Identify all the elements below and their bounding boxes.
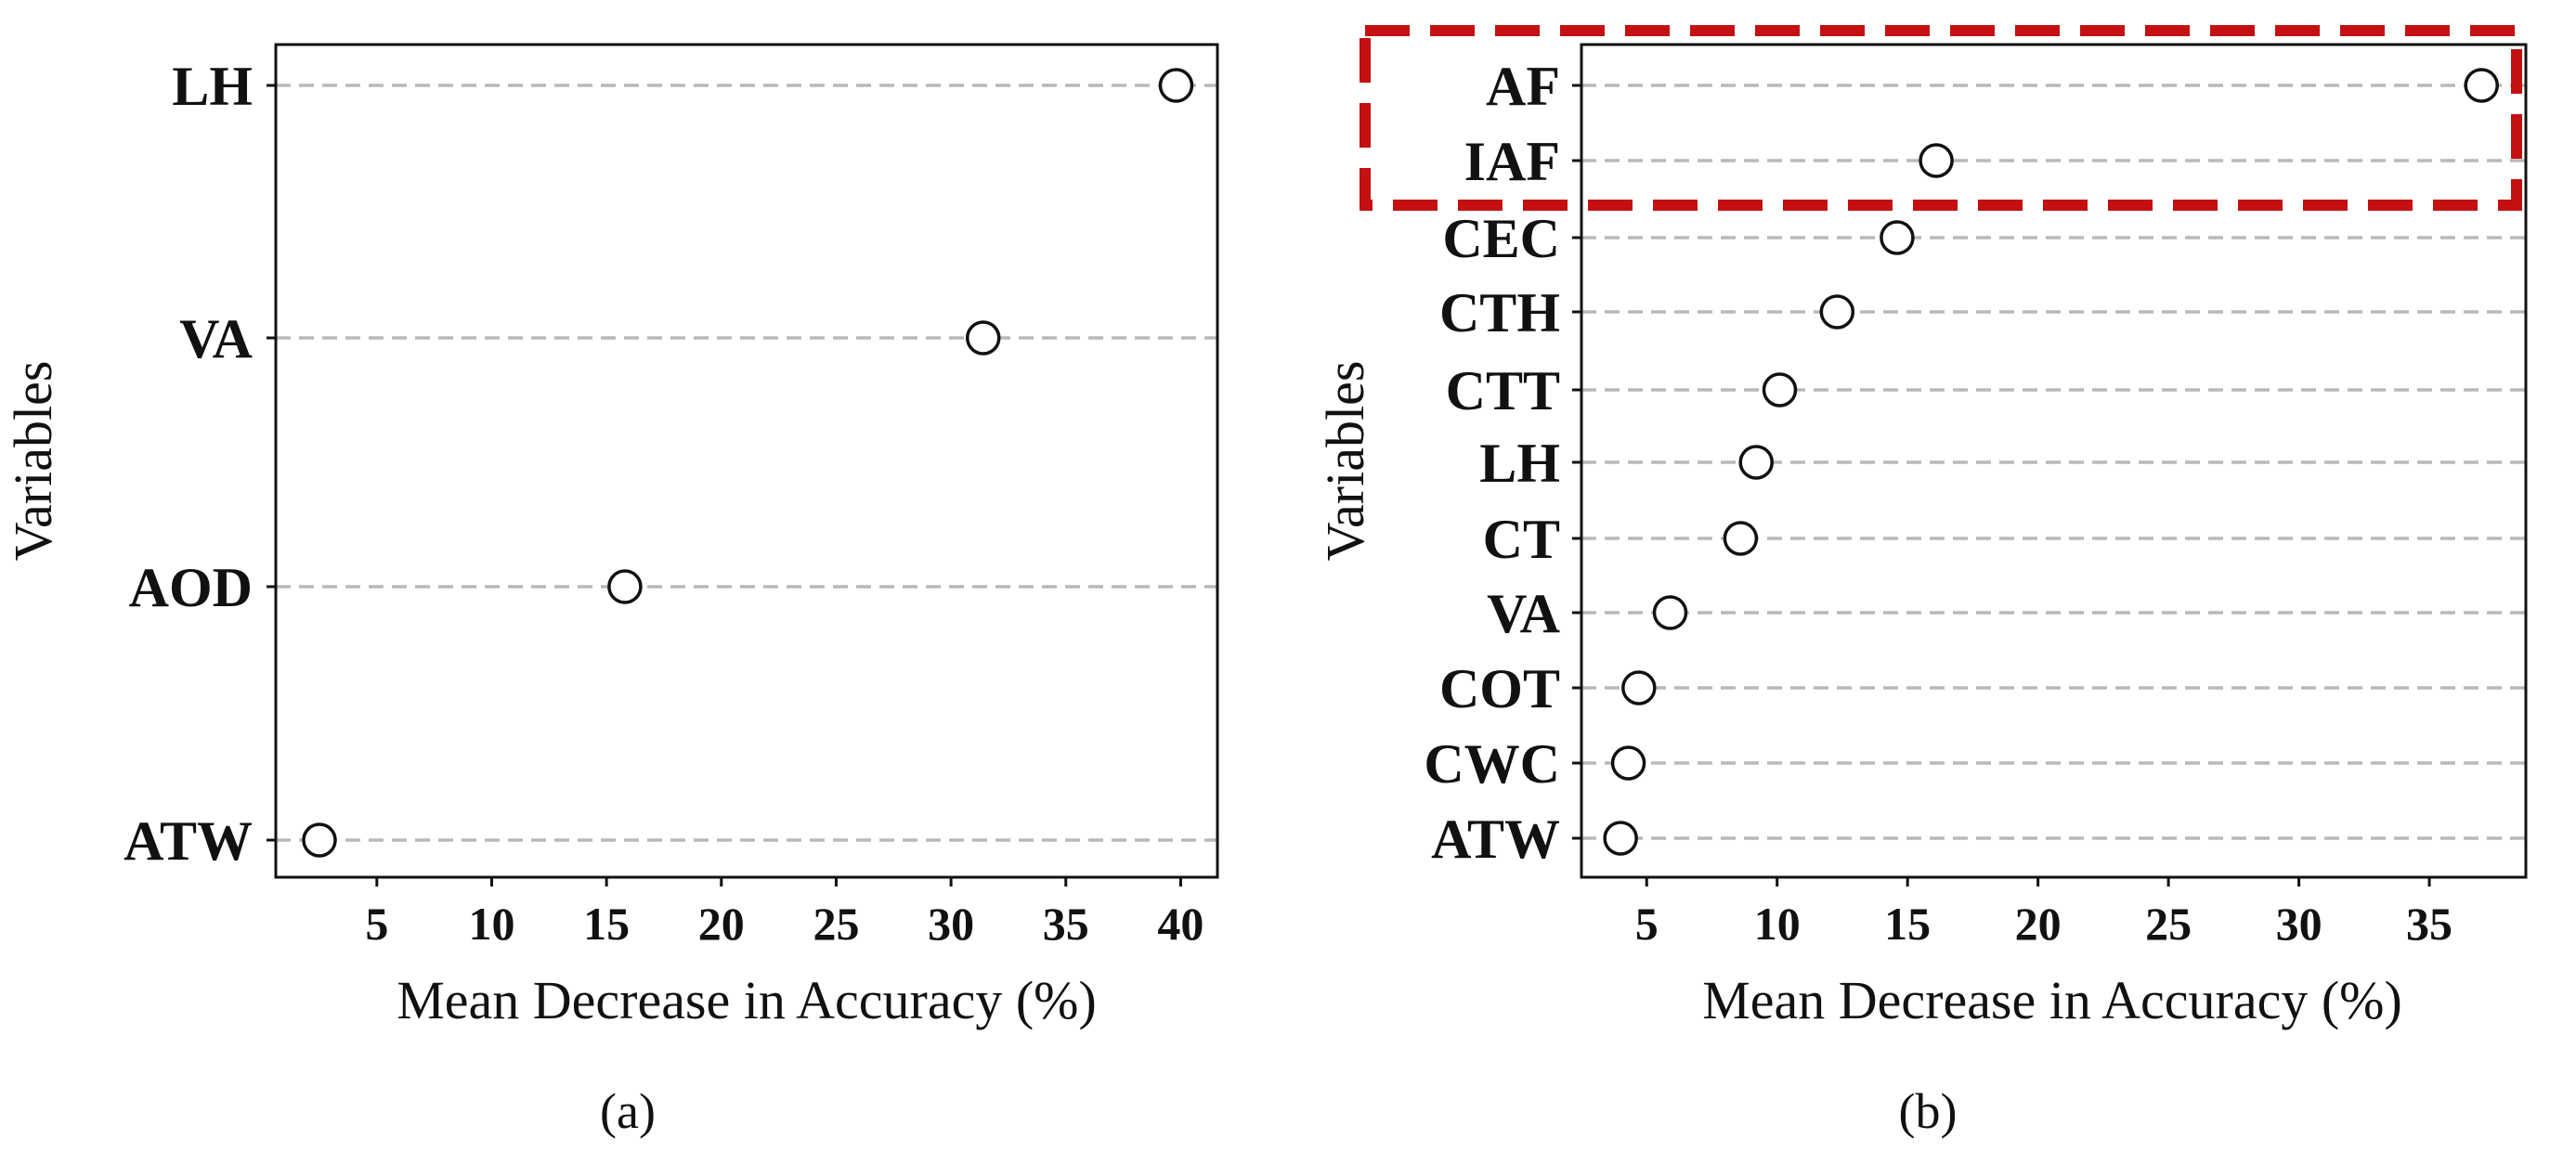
x-tick-label: 30 — [2276, 898, 2322, 950]
point-lh — [1158, 68, 1194, 103]
y-axis-label: Variables — [3, 361, 63, 562]
x-tick-label: 15 — [1884, 898, 1931, 950]
point-iaf — [1919, 143, 1954, 178]
x-tick-label: 25 — [813, 898, 859, 950]
x-tick-label: 25 — [2145, 898, 2192, 950]
x-tick-label: 35 — [1043, 898, 1089, 950]
x-tick-label: 10 — [1754, 898, 1801, 950]
x-tick-label: 20 — [698, 898, 745, 950]
panel-b-chart: AF IAF CEC CTH CTT LH CT VA COT CWC ATW 5 10 15 20 25 30… — [1315, 25, 2528, 1139]
y-tick-label-cth: CTH — [1439, 282, 1560, 343]
point-cot — [1621, 670, 1657, 705]
point-va — [965, 320, 1001, 356]
x-tick-label: 10 — [468, 898, 514, 950]
x-tick-label: 35 — [2406, 898, 2452, 950]
y-tick-label-iaf: IAF — [1464, 131, 1560, 192]
y-tick-label-va: VA — [179, 308, 253, 369]
x-axis-label: Mean Decrease in Accuracy (%) — [397, 970, 1097, 1030]
point-cec — [1880, 220, 1915, 255]
highlight-box — [1360, 25, 2522, 211]
point-aod — [607, 569, 643, 604]
y-tick-label-cec: CEC — [1442, 208, 1560, 269]
point-va — [1652, 595, 1688, 630]
point-cth — [1819, 294, 1855, 330]
panel-a-chart: LH VA AOD ATW 5 10 15 20 25 30 35 40 Mean Decrease i… — [3, 43, 1219, 1139]
y-tick-label-atw: ATW — [124, 810, 253, 872]
point-cwc — [1610, 745, 1646, 781]
y-tick-label-aod: AOD — [129, 557, 253, 618]
x-tick-label: 40 — [1157, 898, 1203, 950]
point-atw — [1603, 821, 1638, 856]
point-atw — [302, 822, 337, 858]
x-tick-label: 20 — [2015, 898, 2062, 950]
point-lh — [1738, 445, 1774, 480]
y-tick-label-lh: LH — [1479, 433, 1560, 494]
y-tick-label-cot: COT — [1439, 658, 1560, 719]
point-af — [2464, 68, 2499, 103]
y-axis-label: Variables — [1315, 361, 1375, 562]
y-tick-label-ctt: CTT — [1446, 360, 1560, 421]
panel-caption: (b) — [1899, 1083, 1958, 1139]
point-ct — [1723, 521, 1759, 556]
point-ctt — [1762, 372, 1798, 408]
x-tick-label: 5 — [365, 898, 388, 950]
x-axis-label: Mean Decrease in Accuracy (%) — [1702, 970, 2402, 1030]
y-tick-label-cwc: CWC — [1424, 733, 1560, 795]
panel-caption: (a) — [600, 1083, 656, 1139]
y-tick-label-lh: LH — [172, 56, 253, 117]
y-tick-label-atw: ATW — [1431, 809, 1560, 870]
x-tick-label: 15 — [583, 898, 630, 950]
x-tick-label: 30 — [928, 898, 974, 950]
plot-frame — [274, 43, 1219, 879]
y-tick-label-ct: CT — [1483, 509, 1560, 570]
y-tick-label-va: VA — [1487, 583, 1560, 644]
x-tick-label: 5 — [1635, 898, 1659, 950]
y-tick-label-af: AF — [1486, 56, 1560, 117]
